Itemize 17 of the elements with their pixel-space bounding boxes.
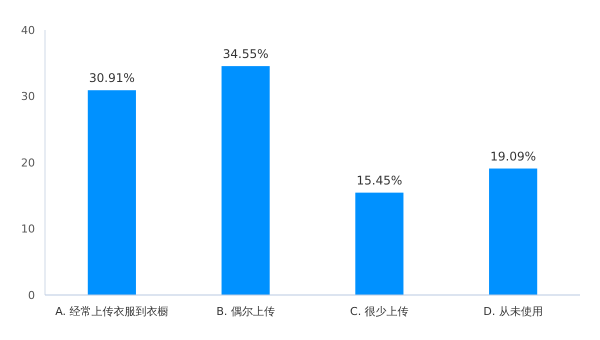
bar [222, 66, 270, 295]
data-label: 19.09% [490, 150, 536, 164]
y-tick-label: 40 [21, 24, 35, 37]
x-tick-label: A. 经常上传衣服到衣橱 [55, 305, 169, 318]
bar [88, 90, 136, 295]
y-tick-label: 20 [21, 156, 35, 170]
data-label: 15.45% [356, 174, 402, 188]
x-tick-label: B. 偶尔上传 [216, 305, 275, 318]
y-tick-label: 10 [21, 222, 35, 236]
y-tick-label: 30 [21, 90, 35, 104]
data-label: 34.55% [222, 47, 269, 62]
x-tick-label: C. 很少上传 [350, 305, 409, 318]
bar [489, 168, 538, 295]
x-tick-label: D. 从未使用 [483, 305, 543, 318]
bar [355, 192, 404, 295]
data-label: 30.91% [88, 71, 135, 86]
y-tick-label: 0 [28, 288, 35, 302]
